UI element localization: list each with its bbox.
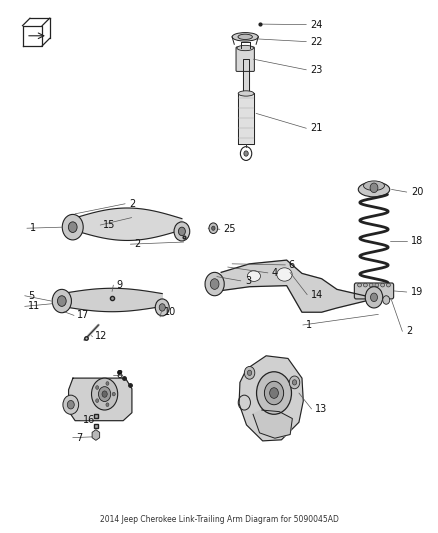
Circle shape [212,226,215,230]
Ellipse shape [232,33,258,41]
Circle shape [155,299,169,316]
Text: 2: 2 [130,199,136,209]
Text: 14: 14 [311,289,323,300]
Text: 21: 21 [311,123,323,133]
FancyBboxPatch shape [236,47,254,71]
Text: 1: 1 [30,223,36,233]
Text: 3: 3 [245,276,251,286]
Ellipse shape [358,182,390,197]
Circle shape [244,367,255,379]
Circle shape [99,386,111,401]
Circle shape [247,370,252,375]
Ellipse shape [237,45,254,51]
Text: 2014 Jeep Cherokee Link-Trailing Arm Diagram for 5090045AD: 2014 Jeep Cherokee Link-Trailing Arm Dia… [99,515,339,524]
Text: 15: 15 [103,220,116,230]
Ellipse shape [357,283,361,287]
Circle shape [370,183,378,192]
Text: 25: 25 [223,224,236,235]
Circle shape [244,151,248,156]
Circle shape [112,392,115,396]
Circle shape [68,222,77,232]
Text: 7: 7 [76,433,82,443]
Circle shape [383,296,390,304]
Polygon shape [253,410,292,438]
Circle shape [174,222,190,241]
Text: 23: 23 [311,65,323,75]
Text: 24: 24 [311,20,323,30]
Circle shape [95,386,99,390]
Text: 13: 13 [315,404,327,414]
Ellipse shape [238,91,254,96]
Circle shape [102,391,107,397]
Circle shape [365,287,383,308]
Circle shape [67,400,74,409]
Ellipse shape [364,283,367,287]
Circle shape [289,376,300,389]
Text: 8: 8 [117,370,123,381]
Text: 20: 20 [411,187,424,197]
Circle shape [159,304,165,311]
Circle shape [292,379,297,385]
Circle shape [62,214,83,240]
Polygon shape [221,260,376,312]
Text: 18: 18 [411,236,424,246]
Circle shape [63,395,79,414]
Ellipse shape [369,283,373,287]
Text: 16: 16 [83,415,95,425]
Polygon shape [62,288,162,312]
Text: 17: 17 [77,310,89,320]
Circle shape [106,382,109,385]
Polygon shape [238,93,254,144]
Text: 2: 2 [407,326,413,336]
Ellipse shape [375,283,379,287]
Circle shape [257,372,291,414]
Polygon shape [69,378,132,421]
Polygon shape [73,208,182,240]
Text: 12: 12 [95,330,107,341]
Circle shape [371,293,378,302]
Ellipse shape [364,181,385,190]
Polygon shape [243,59,249,93]
Text: 9: 9 [117,280,123,290]
Text: 10: 10 [164,306,177,317]
Text: 2: 2 [134,239,140,249]
Ellipse shape [277,268,292,281]
Text: 4: 4 [272,268,278,278]
Circle shape [209,223,218,233]
Text: 22: 22 [311,37,323,46]
Circle shape [92,378,118,410]
Text: 5: 5 [28,290,34,301]
Circle shape [210,279,219,289]
Circle shape [52,289,71,313]
Text: 19: 19 [411,287,424,297]
Circle shape [95,399,99,402]
Text: 11: 11 [28,301,40,311]
Text: 6: 6 [289,260,295,270]
Circle shape [106,403,109,407]
FancyBboxPatch shape [354,283,394,299]
Ellipse shape [381,283,385,287]
Circle shape [270,387,279,398]
Ellipse shape [247,271,261,281]
Circle shape [205,272,224,296]
Polygon shape [239,356,303,441]
Circle shape [178,227,185,236]
Circle shape [57,296,66,306]
Text: 1: 1 [306,320,312,330]
Ellipse shape [238,34,252,39]
Circle shape [265,381,284,405]
Ellipse shape [386,283,390,287]
